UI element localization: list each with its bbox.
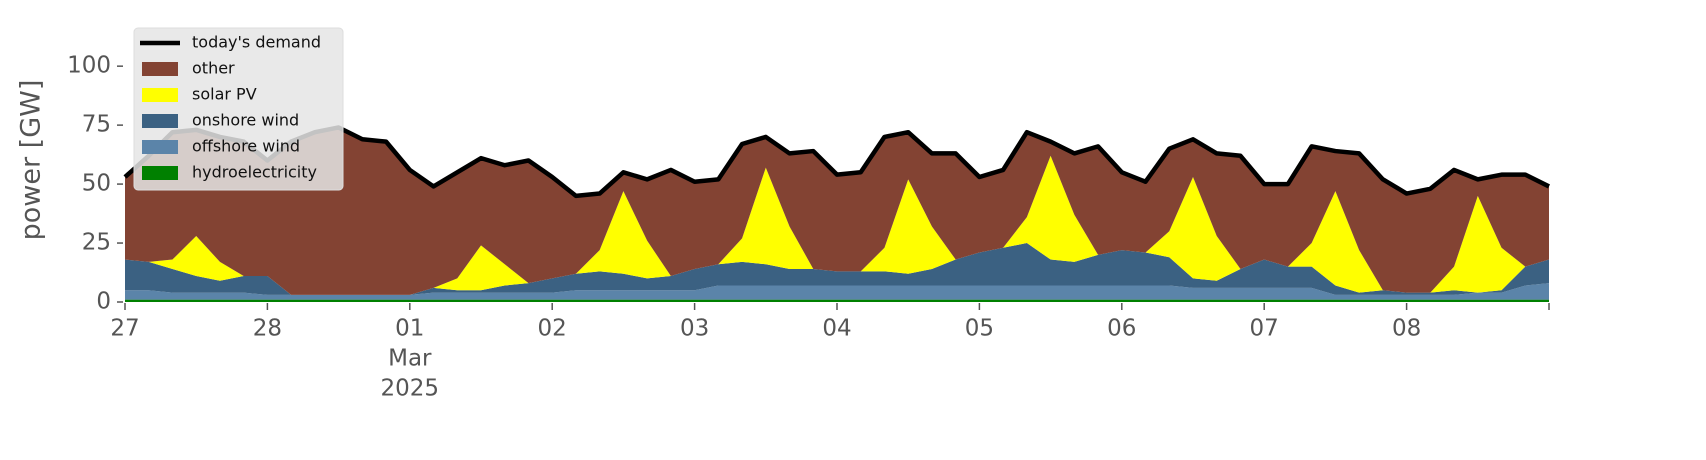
area [125,299,1549,302]
legend-label: offshore wind [192,137,300,156]
x-year-label: 2025 [381,376,440,402]
x-tick-label: 27 [110,316,139,342]
area [125,283,1549,300]
legend-swatch [142,166,178,180]
x-month-label: Mar [388,346,432,372]
legend-swatch [142,88,178,102]
demand-line [123,125,1551,199]
legend-label: hydroelectricity [192,163,317,182]
y-tick-label: 100 [67,53,111,79]
area [125,243,1549,295]
legend-label: onshore wind [192,111,299,130]
legend: today's demand other solar PV onshore wind o… [133,27,344,191]
legend-label: other [192,59,235,78]
legend-swatch [142,140,178,154]
x-tick-label: 03 [680,316,709,342]
x-tick-label: 02 [538,316,567,342]
y-tick-label: 75 [82,112,111,138]
legend-box [133,27,344,191]
x-tick-label: 07 [1250,316,1279,342]
x-tick-label: 05 [965,316,994,342]
y-tick-label: 50 [82,171,111,197]
x-tick-label: 04 [822,316,851,342]
x-tick-label: 06 [1107,316,1136,342]
y-axis-label: power [GW] [16,80,47,241]
x-tick-label: 08 [1392,316,1421,342]
axes: 0 25 50 75 100 27 28 01 Mar 2025 02 03 04 05 06 07 08 [67,53,1550,402]
legend-label: today's demand [192,33,321,52]
area [125,127,1549,295]
plot-area [123,125,1551,302]
x-tick-label: 01 [395,316,424,342]
legend-label: solar PV [192,85,257,104]
legend-swatch [142,62,178,76]
y-tick-label: 0 [96,289,111,315]
x-tick-label: 28 [253,316,282,342]
area [125,155,1549,295]
legend-swatch [142,114,178,128]
y-tick-label: 25 [82,230,111,256]
